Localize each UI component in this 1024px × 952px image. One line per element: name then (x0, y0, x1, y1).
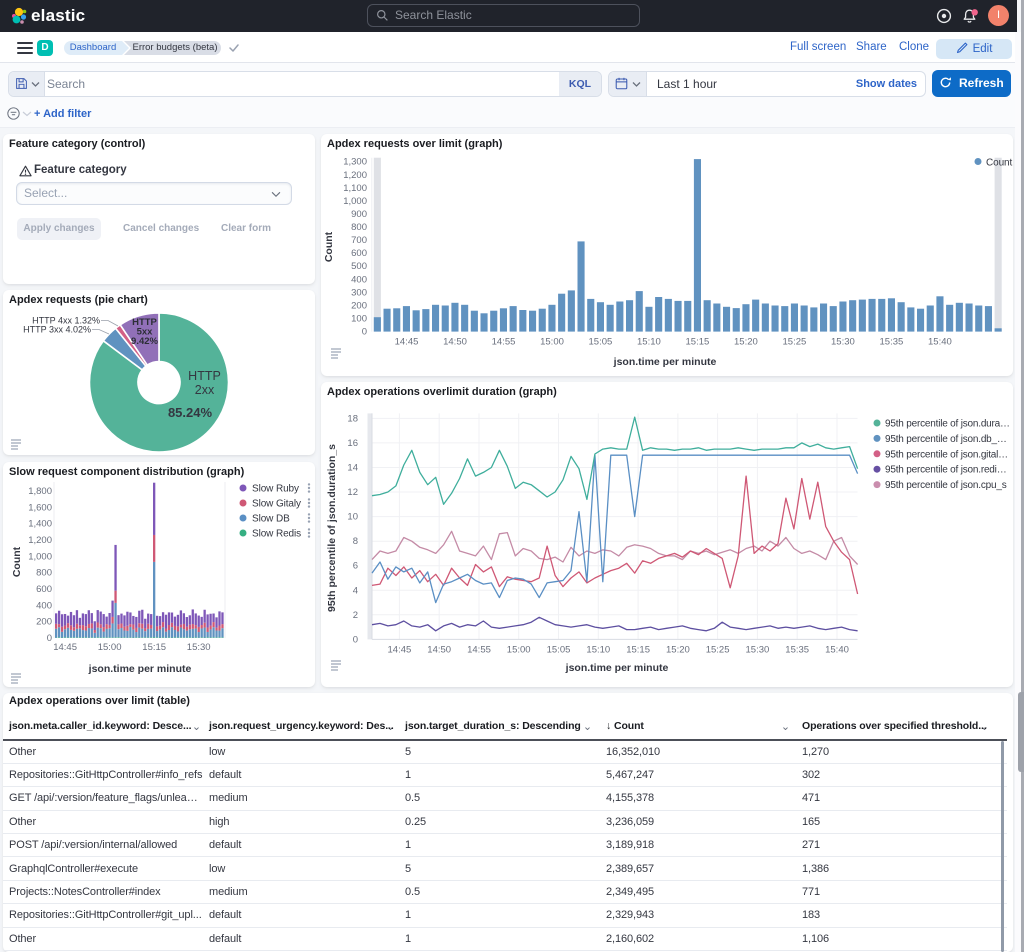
svg-text:95th percentile of json.durati: 95th percentile of json.duration_s (326, 444, 338, 612)
svg-text:15:25: 15:25 (706, 644, 730, 655)
svg-text:10: 10 (347, 512, 358, 523)
svg-text:15:00: 15:00 (98, 642, 122, 653)
svg-text:2: 2 (353, 610, 358, 621)
svg-text:14:50: 14:50 (443, 337, 467, 348)
svg-text:15:30: 15:30 (746, 644, 770, 655)
svg-text:json.time per minute: json.time per minute (613, 356, 717, 368)
svg-text:14:55: 14:55 (467, 644, 491, 655)
svg-text:15:40: 15:40 (825, 644, 849, 655)
svg-text:1,800: 1,800 (28, 486, 52, 497)
svg-text:16: 16 (347, 438, 358, 449)
svg-text:HTTP: HTTP (132, 317, 157, 328)
svg-text:2xx: 2xx (195, 383, 215, 397)
svg-text:18: 18 (347, 413, 358, 424)
svg-text:1,200: 1,200 (343, 170, 367, 181)
svg-text:500: 500 (351, 261, 367, 272)
svg-text:100: 100 (351, 314, 367, 325)
svg-text:15:00: 15:00 (507, 644, 531, 655)
svg-text:15:20: 15:20 (666, 644, 690, 655)
svg-text:json.time per minute: json.time per minute (565, 662, 669, 674)
svg-text:4: 4 (353, 585, 358, 596)
svg-text:1,000: 1,000 (28, 551, 52, 562)
svg-text:400: 400 (351, 274, 367, 285)
svg-text:HTTP: HTTP (188, 369, 221, 383)
svg-text:95th percentile of json.gital…: 95th percentile of json.gital… (885, 449, 1008, 460)
svg-text:1,100: 1,100 (343, 183, 367, 194)
svg-text:Count: Count (323, 231, 335, 262)
svg-text:95th percentile of json.db_…: 95th percentile of json.db_… (885, 434, 1007, 445)
svg-text:15:05: 15:05 (589, 337, 613, 348)
svg-text:1,200: 1,200 (28, 535, 52, 546)
svg-text:15:15: 15:15 (686, 337, 710, 348)
svg-text:14: 14 (347, 463, 358, 474)
svg-text:14:50: 14:50 (427, 644, 451, 655)
svg-text:14:45: 14:45 (395, 337, 419, 348)
svg-text:15:35: 15:35 (880, 337, 904, 348)
svg-text:85.24%: 85.24% (168, 405, 213, 420)
svg-text:9.42%: 9.42% (131, 336, 158, 347)
svg-text:5xx: 5xx (137, 327, 154, 338)
svg-text:1,600: 1,600 (28, 502, 52, 513)
svg-text:HTTP 4xx 1.32%: HTTP 4xx 1.32% (32, 316, 100, 326)
svg-text:12: 12 (347, 487, 358, 498)
svg-text:json.time per minute: json.time per minute (88, 663, 192, 675)
svg-text:HTTP 3xx 4.02%: HTTP 3xx 4.02% (23, 325, 91, 335)
svg-text:600: 600 (36, 584, 52, 595)
svg-text:0: 0 (362, 327, 367, 338)
svg-text:14:45: 14:45 (53, 642, 77, 653)
svg-text:1,300: 1,300 (343, 157, 367, 168)
svg-text:15:40: 15:40 (928, 337, 952, 348)
svg-text:700: 700 (351, 235, 367, 246)
svg-text:95th percentile of json.redi…: 95th percentile of json.redi… (885, 465, 1007, 476)
svg-text:6: 6 (353, 561, 358, 572)
svg-text:14:55: 14:55 (492, 337, 516, 348)
svg-text:600: 600 (351, 248, 367, 259)
svg-text:14:45: 14:45 (388, 644, 412, 655)
svg-text:15:15: 15:15 (626, 644, 650, 655)
svg-text:15:35: 15:35 (785, 644, 809, 655)
svg-text:200: 200 (36, 617, 52, 628)
svg-text:15:20: 15:20 (734, 337, 758, 348)
svg-text:15:10: 15:10 (637, 337, 661, 348)
svg-text:0: 0 (47, 633, 52, 644)
svg-text:200: 200 (351, 301, 367, 312)
svg-text:Count: Count (986, 158, 1013, 169)
svg-text:800: 800 (351, 222, 367, 233)
svg-text:800: 800 (36, 568, 52, 579)
svg-text:Count: Count (11, 546, 23, 577)
svg-text:300: 300 (351, 287, 367, 298)
svg-text:1,400: 1,400 (28, 519, 52, 530)
svg-text:95th percentile of json.cpu_s: 95th percentile of json.cpu_s (885, 480, 1007, 491)
svg-text:900: 900 (351, 209, 367, 220)
svg-text:Slow Ruby: Slow Ruby (252, 484, 299, 495)
svg-text:8: 8 (353, 536, 358, 547)
svg-text:Slow Redis: Slow Redis (252, 529, 301, 540)
svg-text:15:30: 15:30 (831, 337, 855, 348)
svg-text:15:10: 15:10 (586, 644, 610, 655)
svg-text:15:30: 15:30 (187, 642, 211, 653)
svg-text:95th percentile of json.dura…: 95th percentile of json.dura… (885, 419, 1010, 430)
svg-text:400: 400 (36, 600, 52, 611)
svg-text:15:05: 15:05 (547, 644, 571, 655)
svg-text:Slow DB: Slow DB (252, 514, 290, 525)
svg-text:Slow Gitaly: Slow Gitaly (252, 499, 301, 510)
svg-text:15:25: 15:25 (783, 337, 807, 348)
svg-text:15:15: 15:15 (142, 642, 166, 653)
svg-text:0: 0 (353, 634, 358, 645)
svg-text:15:00: 15:00 (540, 337, 564, 348)
svg-text:1,000: 1,000 (343, 196, 367, 207)
